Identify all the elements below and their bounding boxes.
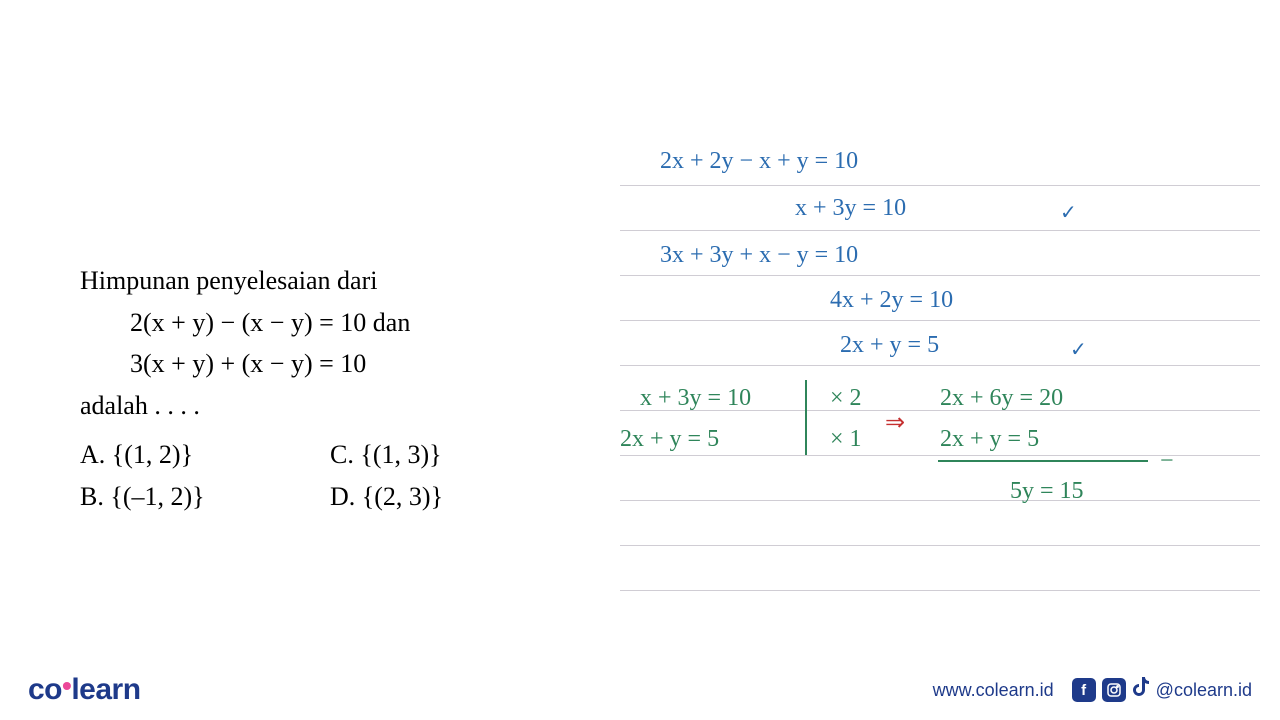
option-a: A. {(1, 2)} [80,434,330,476]
work-step: x + 3y = 10 [640,385,751,412]
divider-bar [805,380,807,455]
work-step: 2x + y = 5 [620,426,719,453]
ruled-line [620,230,1260,231]
facebook-icon: f [1072,678,1096,702]
work-step: 2x + 2y − x + y = 10 [660,148,858,175]
answer-options: A. {(1, 2)} C. {(1, 3)} B. {(–1, 2)} D. … [80,434,560,517]
work-step: 2x + y = 5 [840,332,939,359]
ruled-line [620,545,1260,546]
work-step: ⇒ [885,408,905,437]
ruled-line [620,500,1260,501]
work-step: x + 3y = 10 [795,195,906,222]
work-step: ✓ [1070,337,1087,362]
work-step: × 2 [830,385,862,412]
work-step: 4x + 2y = 10 [830,287,953,314]
handwritten-work: 2x + 2y − x + y = 10 x + 3y = 10 ✓ 3x + 3y … [620,130,1260,610]
question-eq2: 3(x + y) + (x − y) = 10 [80,343,560,385]
website-url: www.colearn.id [933,680,1054,701]
ruled-line [620,590,1260,591]
option-c: C. {(1, 3)} [330,434,550,476]
ruled-line [620,365,1260,366]
work-step: 2x + y = 5 [940,426,1039,453]
work-step: ✓ [1060,200,1077,225]
ruled-line [620,275,1260,276]
instagram-icon [1102,678,1126,702]
work-step: 3x + 3y + x − y = 10 [660,242,858,269]
work-step: × 1 [830,426,862,453]
footer-right: www.colearn.id f @colearn.id [933,677,1252,703]
option-b: B. {(–1, 2)} [80,476,330,518]
subtraction-line [938,460,1148,462]
brand-logo: co•learn [28,673,141,707]
question-line2: adalah . . . . [80,385,560,427]
footer-bar: co•learn www.colearn.id f @colearn.id [0,660,1280,720]
ruled-line [620,320,1260,321]
social-icons: f @colearn.id [1072,677,1252,703]
option-d: D. {(2, 3)} [330,476,550,518]
work-step: 5y = 15 [1010,478,1084,505]
ruled-line [620,185,1260,186]
question-panel: Himpunan penyelesaian dari 2(x + y) − (x… [0,0,600,660]
social-handle: @colearn.id [1156,680,1252,701]
work-step: − [1160,448,1174,475]
work-step: 2x + 6y = 20 [940,385,1063,412]
content-area: Himpunan penyelesaian dari 2(x + y) − (x… [0,0,1280,660]
tiktok-icon [1132,677,1150,703]
question-line1: Himpunan penyelesaian dari [80,260,560,302]
question-eq1: 2(x + y) − (x − y) = 10 dan [80,302,560,344]
